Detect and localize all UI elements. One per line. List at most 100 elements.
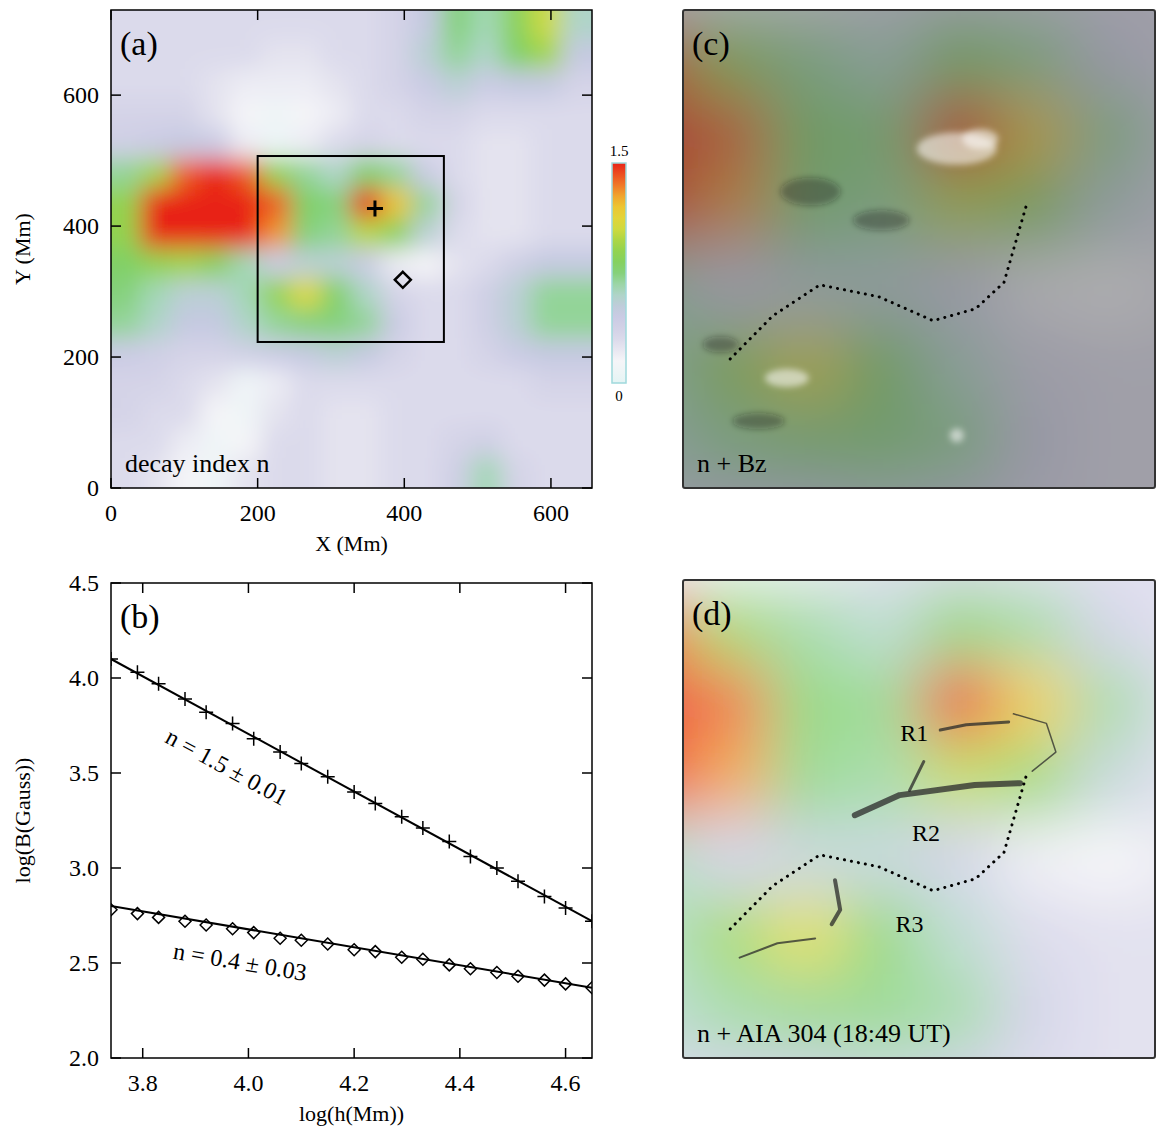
heat-cell [381, 189, 412, 220]
heat-cell [531, 249, 562, 280]
region-label: R3 [896, 911, 924, 937]
heat-cell [351, 458, 382, 488]
diamond-marker [227, 923, 239, 935]
heat-cell [471, 398, 502, 429]
heat-cell [291, 99, 322, 130]
heat-cell [501, 278, 532, 309]
heat-cell [441, 99, 472, 130]
heat-cell [201, 189, 232, 220]
overlay [683, 10, 1155, 488]
x-tick [459, 583, 461, 593]
heat-cell [351, 368, 382, 399]
heat-cell [321, 398, 352, 429]
x-tick-label: 3.8 [128, 1070, 158, 1096]
heat-cell [171, 39, 202, 70]
panel-letter: (d) [692, 595, 732, 633]
overlay-tint [683, 580, 1155, 1058]
heat-cell [441, 308, 472, 339]
heat-cell [411, 218, 442, 249]
y-tick [111, 772, 121, 774]
heat-cell [261, 69, 292, 100]
ribbon [855, 783, 1020, 815]
heat-cell [111, 249, 142, 280]
heat-cell [231, 10, 262, 40]
heat-cell [171, 249, 202, 280]
heat-cell [321, 39, 352, 70]
x-tick [248, 583, 250, 593]
x-tick [550, 10, 552, 20]
heat-cell [501, 10, 532, 40]
fit-line [111, 906, 592, 988]
x-tick-label: 400 [386, 500, 422, 526]
heatmap [683, 10, 1155, 488]
plot-frame [111, 10, 592, 488]
heat-cell [291, 458, 322, 488]
heat-cell [471, 218, 502, 249]
marks [258, 156, 444, 342]
heat-cell [351, 428, 382, 459]
heat-cell [261, 308, 292, 339]
heat-cell [321, 249, 352, 280]
heat-cell [411, 398, 442, 429]
heat-cell [171, 398, 202, 429]
heat-cell [261, 39, 292, 70]
heat-cell [141, 308, 172, 339]
diamond-marker [295, 934, 307, 946]
image-frame [683, 10, 1155, 488]
heat-cell [351, 39, 382, 70]
heat-cell [411, 278, 442, 309]
x-tick [404, 10, 406, 20]
diamond-marker [348, 944, 360, 956]
heat-cell [501, 458, 532, 488]
y-tick [582, 582, 592, 584]
heat-cell [111, 338, 142, 369]
heatmap-clip [111, 10, 592, 488]
panel-letter: (b) [120, 598, 160, 636]
heat-cell [381, 458, 412, 488]
y-tick [582, 962, 592, 964]
fit-line [111, 659, 592, 921]
heat-cell [501, 338, 532, 369]
heat-cell [471, 10, 502, 40]
x-tick-label: 4.4 [445, 1070, 475, 1096]
heat-cell [561, 159, 592, 190]
caption: n + AIA 304 (18:49 UT) [697, 1019, 951, 1048]
heat-cell [231, 368, 262, 399]
heat-cell [171, 278, 202, 309]
heat-cell [141, 129, 172, 160]
heat-cell [561, 218, 592, 249]
heat-cell [381, 69, 412, 100]
heat-cell [351, 278, 382, 309]
heat-cell [141, 398, 172, 429]
heat-cell [561, 189, 592, 220]
heat-cell [531, 69, 562, 100]
heat-cell [171, 308, 202, 339]
plage [765, 369, 809, 387]
y-tick [111, 677, 121, 679]
heat-cell [381, 39, 412, 70]
ribbon [832, 880, 840, 924]
heat-cell [111, 368, 142, 399]
heat-cell [381, 308, 412, 339]
heat-cell [141, 249, 172, 280]
heat-cell [561, 458, 592, 488]
heat-cell [471, 458, 502, 488]
heat-cell [441, 338, 472, 369]
heat-cell [291, 249, 322, 280]
heat-cell [261, 278, 292, 309]
marks [111, 652, 592, 994]
heat-cell [441, 458, 472, 488]
y-tick-label: 2.5 [69, 950, 99, 976]
heat-cell [561, 99, 592, 130]
heat-cell [441, 278, 472, 309]
heat-cell [501, 398, 532, 429]
heat-cell [201, 398, 232, 429]
y-tick [111, 582, 121, 584]
heat-cell [441, 428, 472, 459]
x-tick [404, 478, 406, 488]
zoom-box [258, 156, 444, 342]
heat-cell [411, 99, 442, 130]
y-tick [582, 94, 592, 96]
x-axis-title: X (Mm) [315, 531, 388, 556]
y-tick-label: 600 [63, 82, 99, 108]
